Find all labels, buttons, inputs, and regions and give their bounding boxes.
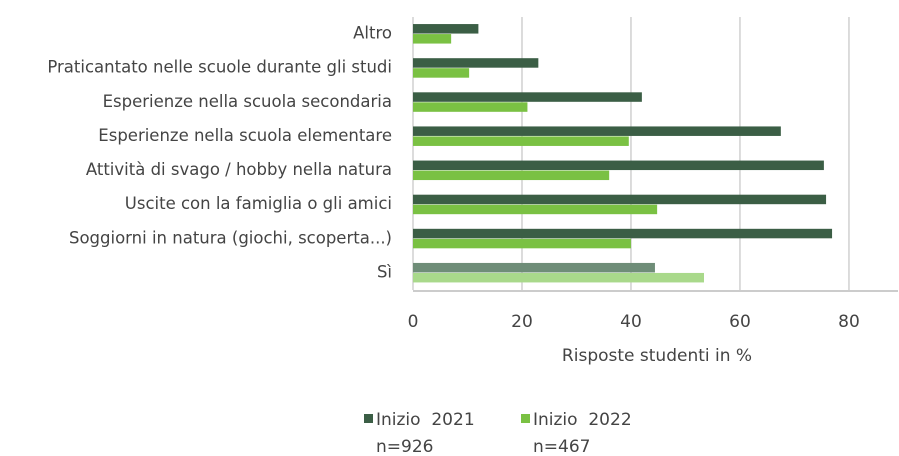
bar bbox=[413, 68, 470, 78]
y-tick-label: Esperienze nella scuola secondaria bbox=[103, 92, 392, 111]
legend-swatch bbox=[364, 414, 373, 423]
bar bbox=[413, 126, 781, 136]
bar bbox=[413, 160, 824, 171]
bar bbox=[413, 228, 833, 239]
bar bbox=[413, 272, 704, 283]
bar bbox=[413, 170, 610, 181]
x-axis-title: Risposte studenti in % bbox=[562, 346, 752, 366]
x-tick-label: 0 bbox=[408, 312, 419, 332]
legend-label: Inizio 2022 bbox=[533, 410, 632, 430]
bar bbox=[413, 194, 827, 205]
legend-sample: n=926 bbox=[376, 437, 433, 456]
bar bbox=[413, 262, 655, 273]
x-tick-label: 60 bbox=[729, 312, 751, 332]
y-tick-label: Soggiorni in natura (giochi, scoperta...… bbox=[69, 228, 392, 247]
bar bbox=[413, 58, 539, 68]
bar bbox=[413, 102, 528, 112]
x-tick-label: 80 bbox=[838, 312, 860, 332]
y-tick-label: Uscite con la famiglia o gli amici bbox=[125, 194, 392, 213]
y-tick-label: Esperienze nella scuola elementare bbox=[98, 126, 392, 145]
x-tick-label: 20 bbox=[511, 312, 533, 332]
bar bbox=[413, 204, 658, 215]
bar bbox=[413, 24, 479, 34]
legend-swatch bbox=[521, 414, 530, 423]
y-tick-label: Praticantato nelle scuole durante gli st… bbox=[47, 58, 392, 77]
y-tick-label: Altro bbox=[353, 24, 392, 43]
legend-label: Inizio 2021 bbox=[376, 410, 475, 430]
bar bbox=[413, 238, 631, 249]
bar bbox=[413, 92, 642, 102]
x-tick-label: 40 bbox=[620, 312, 642, 332]
legend-sample: n=467 bbox=[533, 437, 590, 456]
y-tick-label: Attività di svago / hobby nella natura bbox=[86, 160, 392, 179]
bar bbox=[413, 34, 452, 44]
bar bbox=[413, 136, 629, 146]
y-tick-label: Sì bbox=[377, 262, 392, 281]
